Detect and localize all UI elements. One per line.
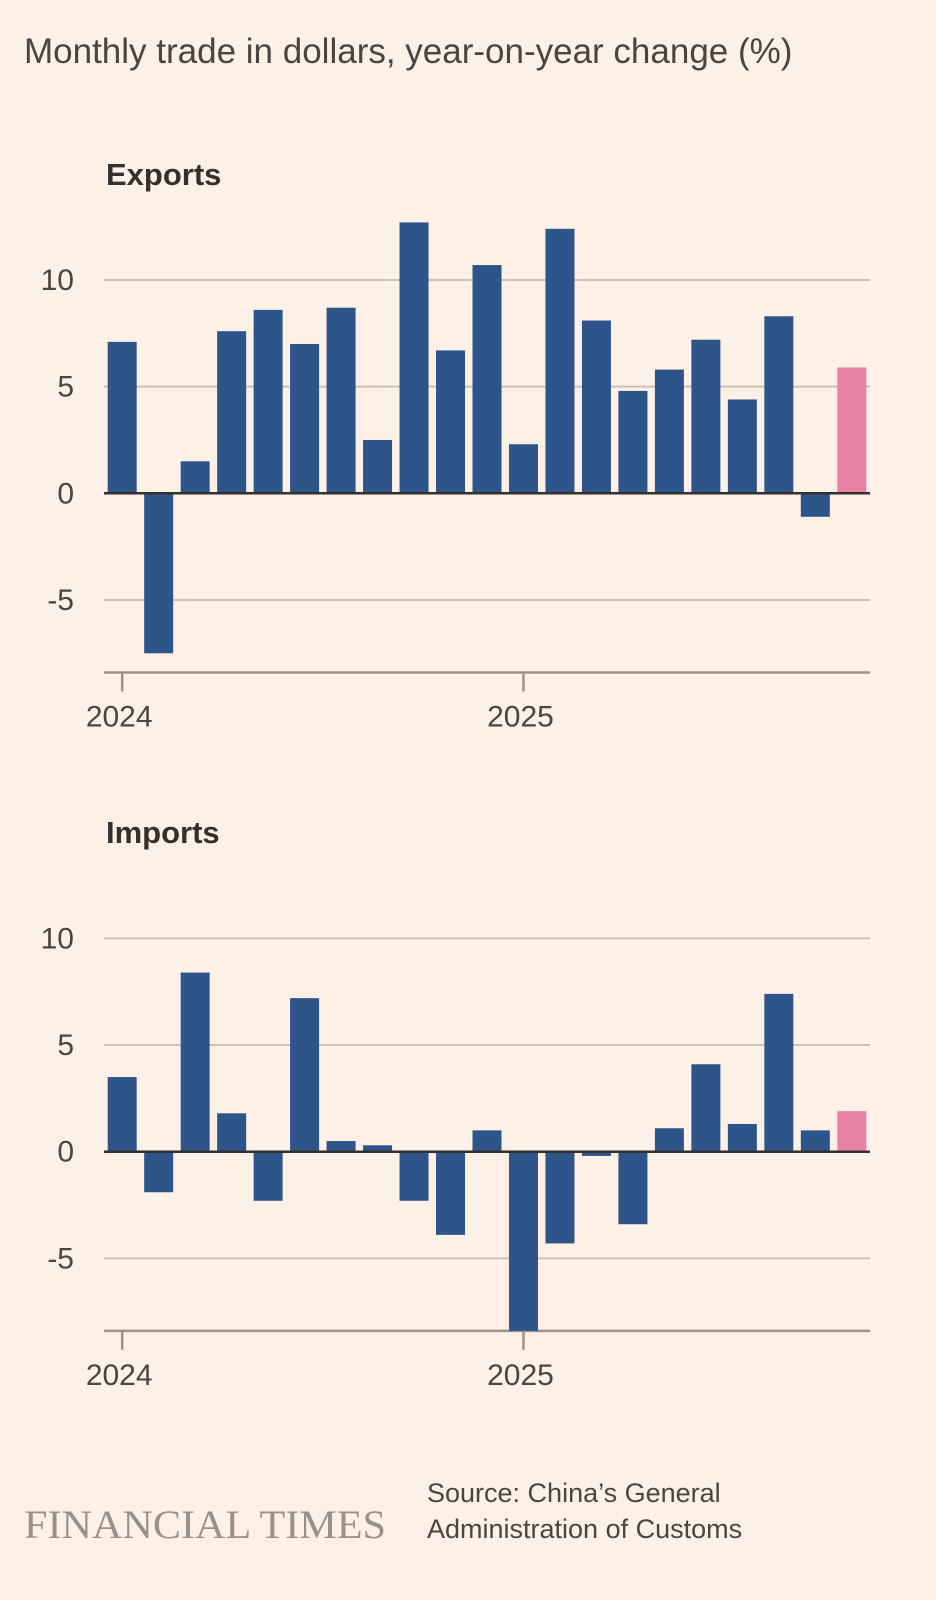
imports-y-tick-label: -5 xyxy=(47,1242,74,1275)
imports-panel-title: Imports xyxy=(106,815,220,850)
exports-bar-may-2024 xyxy=(253,309,283,494)
imports-x-tick-label: 2025 xyxy=(487,1359,554,1392)
imports-bar-sep-2024 xyxy=(399,1151,429,1201)
imports-bar-jul-2024 xyxy=(326,1141,356,1152)
exports-bar-sep-2024 xyxy=(399,222,429,494)
imports-x-tick-label: 2024 xyxy=(86,1359,153,1392)
imports-bar-feb-2024 xyxy=(144,1151,174,1193)
imports-bar-apr-2025 xyxy=(654,1128,684,1152)
exports-bar-oct-2024 xyxy=(436,350,466,494)
ft-logo: FINANCIAL TIMES xyxy=(24,1502,386,1547)
imports-bar-sep-2025 xyxy=(837,1111,867,1152)
imports-bar-jan-2024 xyxy=(107,1077,137,1152)
exports-bar-jul-2025 xyxy=(764,316,794,494)
imports-y-tick-label: 0 xyxy=(57,1136,74,1169)
source-line-1: Source: China’s General xyxy=(427,1478,721,1508)
imports-bar-nov-2024 xyxy=(472,1130,502,1152)
exports-bar-mar-2025 xyxy=(618,390,648,494)
exports-y-tick-label: 5 xyxy=(57,371,74,404)
imports-bar-jun-2025 xyxy=(727,1123,757,1152)
imports-bar-oct-2024 xyxy=(436,1151,466,1235)
imports-bar-mar-2024 xyxy=(180,972,210,1152)
exports-bar-mar-2024 xyxy=(180,461,210,494)
exports-y-tick-label: 10 xyxy=(41,264,74,297)
exports-bar-sep-2025 xyxy=(837,367,867,494)
exports-bar-jan-2024 xyxy=(107,341,137,494)
imports-y-tick-label: 5 xyxy=(57,1029,74,1062)
exports-bar-jul-2024 xyxy=(326,307,356,494)
imports-bar-aug-2024 xyxy=(363,1145,393,1152)
imports-bar-dec-2024 xyxy=(508,1151,538,1331)
imports-bar-mar-2025 xyxy=(618,1151,648,1225)
exports-bar-jun-2024 xyxy=(290,343,320,494)
exports-x-tick-label: 2025 xyxy=(487,700,554,733)
exports-panel: Exports 10 5 0 -5 2024 2025 xyxy=(41,157,870,733)
exports-bar-feb-2024 xyxy=(144,493,174,654)
exports-bar-nov-2024 xyxy=(472,265,502,494)
exports-panel-title: Exports xyxy=(106,157,221,192)
exports-bar-feb-2025 xyxy=(581,320,611,494)
exports-bar-jun-2025 xyxy=(727,399,757,494)
imports-y-tick-label: 10 xyxy=(41,922,74,955)
source-line-2: Administration of Customs xyxy=(427,1514,742,1544)
exports-bar-aug-2025 xyxy=(800,493,830,517)
exports-x-tick-label: 2024 xyxy=(86,700,153,733)
imports-bar-aug-2025 xyxy=(800,1130,830,1152)
exports-y-tick-label: 0 xyxy=(57,477,74,510)
imports-bar-jan-2025 xyxy=(545,1151,575,1244)
imports-bar-jul-2025 xyxy=(764,993,794,1152)
exports-bar-apr-2025 xyxy=(654,369,684,494)
imports-bar-may-2025 xyxy=(691,1064,721,1152)
imports-bar-apr-2024 xyxy=(217,1113,247,1152)
imports-panel: Imports 10 5 0 -5 2024 2025 xyxy=(41,815,870,1392)
imports-bar-feb-2025 xyxy=(581,1151,611,1156)
imports-bar-may-2024 xyxy=(253,1151,283,1201)
exports-y-tick-label: -5 xyxy=(47,584,74,617)
imports-bar-jun-2024 xyxy=(290,998,320,1152)
chart-title: Monthly trade in dollars, year-on-year c… xyxy=(24,32,792,71)
footer: FINANCIAL TIMES Source: China’s General … xyxy=(24,1478,742,1547)
exports-bar-aug-2024 xyxy=(363,439,393,494)
exports-bar-jan-2025 xyxy=(545,228,575,494)
exports-bar-apr-2024 xyxy=(217,331,247,494)
exports-bar-dec-2024 xyxy=(508,444,538,494)
exports-bar-may-2025 xyxy=(691,339,721,494)
